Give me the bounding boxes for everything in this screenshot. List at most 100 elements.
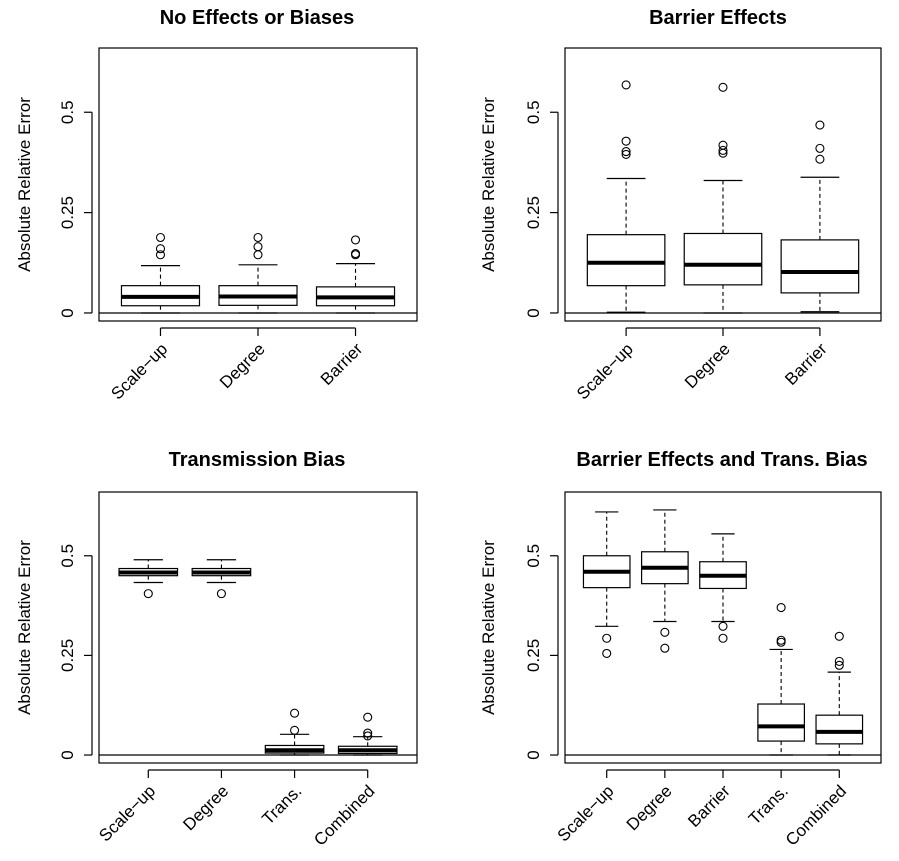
x-category-label: Combined [782, 781, 850, 849]
outlier-point [621, 136, 631, 146]
y-tick-label: 0 [524, 308, 543, 317]
x-category-label: Barrier [317, 339, 367, 389]
outlier-point [253, 242, 263, 252]
outlier-point [776, 603, 786, 613]
boxplot-1 [582, 511, 631, 658]
x-category-label: Degree [216, 339, 269, 392]
boxplot-4 [757, 603, 806, 756]
iqr-box [683, 232, 763, 286]
outlier-point [216, 589, 226, 599]
outlier-point [718, 633, 728, 643]
outlier-point [602, 633, 612, 643]
boxplot-3 [264, 708, 325, 756]
x-category-label: Trans. [745, 781, 792, 828]
plot-frame [564, 47, 882, 322]
x-category-label: Barrier [781, 339, 831, 389]
y-tick-label: 0.25 [58, 639, 77, 672]
y-tick-label: 0 [524, 750, 543, 759]
boxplot-5 [815, 631, 864, 756]
iqr-box [780, 239, 860, 294]
y-axis-label: Absolute Relative Error [15, 540, 34, 715]
outlier-point [155, 244, 166, 254]
x-category-label: Scale−up [554, 781, 618, 845]
chart-panel-4: Barrier Effects and Trans. Bias Absolute … [479, 449, 882, 850]
outlier-point [815, 154, 825, 164]
panel-title: Barrier Effects and Trans. Bias [576, 449, 867, 471]
outlier-point [718, 140, 728, 150]
x-category-label: Scale−up [95, 781, 159, 845]
outlier-point [350, 249, 361, 259]
boxplot-2 [218, 232, 298, 314]
outlier-point [660, 643, 670, 653]
outlier-point [350, 235, 361, 245]
x-category-label: Barrier [684, 781, 734, 831]
plot-frame [98, 491, 418, 764]
x-category-label: Scale−up [573, 339, 637, 403]
panel-title: Barrier Effects [649, 7, 787, 29]
boxplot-1 [118, 559, 179, 599]
outlier-point [776, 637, 786, 647]
outlier-point [718, 82, 728, 92]
outlier-point [363, 731, 373, 741]
boxplot-1 [120, 232, 201, 314]
iqr-box [757, 703, 806, 742]
outlier-point [363, 728, 373, 738]
y-axis-label: Absolute Relative Error [15, 97, 34, 272]
outlier-point [290, 725, 300, 735]
outlier-point [776, 635, 786, 645]
outlier-point [253, 232, 263, 243]
outlier-point [718, 621, 728, 631]
y-tick-label: 0.25 [524, 639, 543, 672]
chart-panel-2: Barrier Effects Absolute Relative Error 0 0… [479, 7, 882, 403]
outlier-point [621, 147, 631, 157]
outlier-point [834, 631, 844, 641]
boxplot-1 [586, 80, 666, 313]
outlier-point [718, 145, 728, 155]
outlier-point [155, 232, 166, 243]
x-category-label: Degree [623, 781, 676, 834]
chart-panel-1: No Effects or Biases Absolute Relative Er… [15, 7, 418, 403]
outlier-point [815, 120, 825, 130]
outlier-point [834, 656, 844, 666]
y-tick-label: 0 [58, 750, 77, 759]
x-category-label: Degree [179, 781, 232, 834]
outlier-point [290, 708, 300, 718]
y-tick-label: 0.25 [58, 196, 77, 229]
boxplot-2 [640, 509, 689, 653]
boxplot-2 [191, 559, 252, 599]
x-category-label: Degree [681, 339, 734, 392]
chart-panel-3: Transmission Bias Absolute Relative Error… [15, 449, 418, 850]
x-category-label: Trans. [258, 781, 305, 828]
boxplot-3 [699, 533, 747, 643]
y-tick-label: 0.25 [524, 196, 543, 229]
outlier-point [621, 149, 631, 159]
y-tick-label: 0.5 [524, 544, 543, 568]
y-axis-label: Absolute Relative Error [479, 540, 498, 715]
outlier-point [602, 648, 612, 658]
y-tick-label: 0 [58, 308, 77, 317]
iqr-box [815, 714, 864, 745]
boxplot-2 [683, 82, 763, 314]
outlier-point [660, 627, 670, 637]
iqr-box [586, 234, 666, 287]
outlier-point [815, 143, 825, 153]
y-tick-label: 0.5 [58, 100, 77, 124]
x-category-label: Scale−up [107, 339, 171, 403]
outlier-point [834, 660, 844, 670]
outlier-point [621, 80, 631, 90]
y-tick-label: 0.5 [58, 544, 77, 568]
outlier-point [253, 250, 263, 260]
plot-frame [98, 47, 418, 322]
outlier-point [363, 712, 373, 722]
y-axis-label: Absolute Relative Error [479, 97, 498, 272]
panel-title: No Effects or Biases [160, 7, 355, 29]
y-tick-label: 0.5 [524, 100, 543, 124]
boxplot-4 [337, 712, 398, 756]
outlier-point [143, 589, 153, 599]
plot-frame [564, 491, 882, 764]
x-category-label: Combined [310, 781, 378, 849]
boxplot-3 [315, 235, 396, 314]
outlier-point [155, 250, 166, 260]
boxplot-3 [780, 120, 860, 313]
